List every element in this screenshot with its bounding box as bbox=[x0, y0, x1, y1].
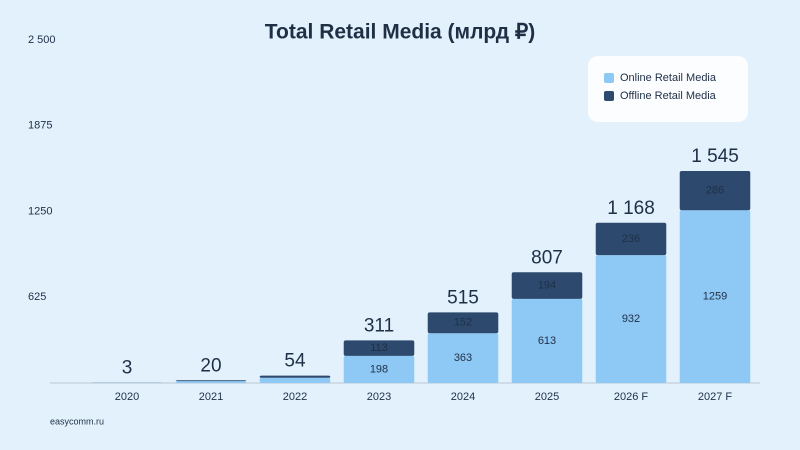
bar-segment bbox=[679, 210, 751, 383]
bar-segment bbox=[427, 333, 499, 383]
x-tick-label: 2020 bbox=[115, 391, 139, 403]
data-label: 613 bbox=[538, 335, 556, 347]
y-tick-label: 625 bbox=[28, 291, 46, 303]
bar-segment bbox=[511, 272, 583, 299]
bar-segment bbox=[175, 380, 247, 382]
bar-segment bbox=[511, 298, 583, 383]
legend-swatch bbox=[604, 91, 614, 101]
bar-segment bbox=[343, 355, 415, 383]
data-label: 286 bbox=[706, 185, 724, 197]
legend-swatch bbox=[604, 73, 614, 83]
total-label: 1 168 bbox=[607, 198, 655, 219]
data-label: 152 bbox=[454, 317, 472, 329]
legend-box bbox=[588, 56, 748, 122]
legend-label: Online Retail Media bbox=[620, 72, 717, 84]
total-label: 1 545 bbox=[691, 146, 739, 167]
total-label: 807 bbox=[531, 247, 563, 268]
chart-title: Total Retail Media (млрд ₽) bbox=[265, 21, 536, 44]
total-label: 54 bbox=[284, 351, 306, 372]
data-label: 198 bbox=[370, 363, 388, 375]
source: easycomm.ru bbox=[50, 416, 104, 426]
bar-segment bbox=[175, 381, 247, 383]
y-tick-label: 2 500 bbox=[28, 34, 56, 46]
bar-segment bbox=[427, 312, 499, 334]
x-tick-label: 2023 bbox=[367, 391, 391, 403]
x-tick-label: 2021 bbox=[199, 391, 223, 403]
y-tick-label: 1250 bbox=[28, 205, 52, 217]
x-tick-label: 2027 F bbox=[698, 391, 733, 403]
total-label: 20 bbox=[200, 355, 221, 376]
bar-segment bbox=[679, 171, 751, 211]
data-label: 113 bbox=[370, 342, 388, 354]
data-label: 1259 bbox=[703, 291, 727, 303]
x-tick-label: 2025 bbox=[535, 391, 559, 403]
data-label: 194 bbox=[538, 279, 556, 291]
total-label: 515 bbox=[447, 287, 479, 308]
x-tick-label: 2022 bbox=[283, 391, 307, 403]
bar-segment bbox=[259, 377, 331, 383]
bar-segment bbox=[595, 255, 667, 383]
bar-segment bbox=[259, 375, 331, 378]
data-label: 236 bbox=[622, 233, 640, 245]
x-tick-label: 2024 bbox=[451, 391, 475, 403]
x-tick-label: 2026 F bbox=[614, 391, 649, 403]
total-label: 311 bbox=[364, 315, 394, 336]
bar-segment bbox=[343, 340, 415, 356]
data-label: 932 bbox=[622, 313, 640, 325]
bar-segment bbox=[595, 222, 667, 256]
legend-label: Offline Retail Media bbox=[620, 90, 717, 102]
y-tick-label: 1875 bbox=[28, 120, 52, 132]
total-label: 3 bbox=[122, 358, 133, 379]
data-label: 363 bbox=[454, 352, 472, 364]
